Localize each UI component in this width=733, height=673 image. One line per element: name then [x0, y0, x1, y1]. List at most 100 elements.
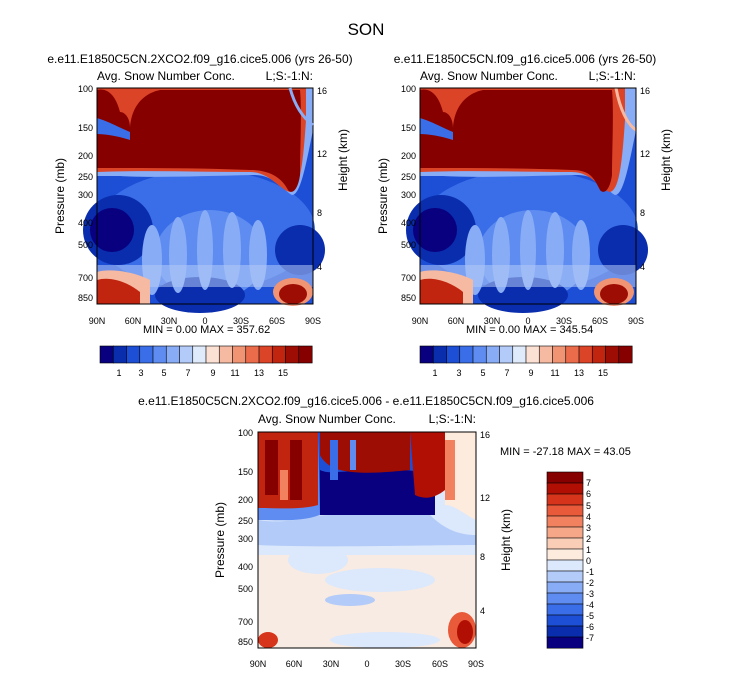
panel-1-ylabel: Pressure (mb)	[53, 158, 67, 234]
panel-1-y2label: Height (km)	[336, 129, 350, 191]
panel-2-y2-ticks: 16 12 8 4	[640, 86, 650, 272]
panel-1-upper-maximum	[97, 89, 301, 192]
panel-1-cbar-tick-5: 5	[161, 368, 166, 378]
panel-3-y2label: Height (km)	[499, 509, 513, 571]
panel-2-cbar-tick-9: 9	[528, 368, 533, 378]
panel-1-colorbar-swatch-14	[285, 345, 300, 364]
panel-1-y2tick-16: 16	[317, 86, 327, 96]
panel-2-xtick-90s: 90S	[628, 316, 644, 326]
panel-1-polar-gap	[97, 118, 130, 140]
panel-3-cbar-tick-m2: -2	[586, 578, 594, 588]
panel-3-tropical-stripe-2	[350, 440, 356, 470]
panel-3-colorbar-swatch-8	[546, 559, 584, 572]
panel-1-colorbar-swatch-13	[271, 345, 286, 364]
panel-3-cbar-tick-6: 6	[586, 489, 591, 499]
panel-3-x-ticks: 90N 60N 30N 0 30S 60S 90S	[250, 659, 484, 669]
panel-1-ytick-700: 700	[78, 273, 93, 283]
panel-2-colorbar-swatch-2	[446, 345, 461, 364]
panel-3-southern-positive	[410, 432, 445, 498]
panel-1-frame	[96, 87, 314, 305]
panel-3-colorbar-swatch-9	[546, 570, 584, 583]
panel-3-y2tick-16: 16	[480, 430, 490, 440]
panel-2-colorbar-swatch-11	[565, 345, 580, 364]
panel-3-ylabel: Pressure (mb)	[213, 502, 227, 578]
panel-1-units-label: L;S:-1:N:	[266, 69, 313, 83]
panel-3-ytick-400: 400	[238, 562, 253, 572]
panel-3-colorbar-swatch-15	[546, 636, 584, 649]
panel-3-colorbar-swatch-12	[546, 603, 584, 616]
panel-1-ytick-850: 850	[78, 293, 93, 303]
panel-3-title: e.e11.E1850C5CN.2XCO2.f09_g16.cice5.006 …	[138, 394, 594, 408]
panel-3-tropical-negative-core	[320, 470, 435, 515]
panel-2-xtick-30s: 30S	[556, 316, 572, 326]
panel-2-ytick-500: 500	[401, 240, 416, 250]
panel-1-colorbar-swatch-7	[192, 345, 207, 364]
panel-1-colorbar-swatch-5	[165, 345, 180, 364]
panel-3-frame	[257, 431, 477, 649]
panel-3-ytick-250: 250	[238, 516, 253, 526]
panel-2-boundary-layer	[420, 265, 636, 287]
panel-1-cbar-tick-7: 7	[185, 368, 190, 378]
panel-1-colorbar-swatch-3	[139, 345, 154, 364]
panel-3-colorbar-swatch-0	[546, 471, 584, 484]
panel-3-xtick-90s: 90S	[468, 659, 484, 669]
panel-1-right-edge-filament	[288, 87, 314, 127]
panel-3-xtick-eq: 0	[364, 659, 369, 669]
panel-3-xtick-60n: 60N	[286, 659, 303, 669]
panel-2-cbar-tick-1: 1	[432, 368, 437, 378]
panel-2-xtick-eq: 0	[525, 316, 530, 326]
panel-3-northern-core-1	[265, 440, 278, 495]
panel-3-cbar-tick-4: 4	[586, 512, 591, 522]
panel-3-cbar-tick-m1: -1	[586, 567, 594, 577]
panel-3-cbar-tick-1: 1	[586, 545, 591, 555]
panel-2-x-ticks: 90N 60N 30N 0 30S 60S 90S	[412, 316, 644, 326]
panel-1-colorbar-swatch-10	[232, 345, 247, 364]
panel-1-y2-ticks: 16 12 8 4	[317, 86, 327, 272]
panel-2-colorbar-swatch-7	[512, 345, 527, 364]
panel-1-colorbar-swatch-9	[218, 345, 233, 364]
panel-3-tropical-positive-top	[320, 432, 410, 473]
panel-2-frame	[419, 87, 637, 305]
panel-1-plot-area	[83, 87, 325, 313]
panel-3-ytick-500: 500	[238, 584, 253, 594]
panel-2-cbar-tick-15: 15	[598, 368, 608, 378]
panel-1-cbar-tick-11: 11	[230, 368, 239, 378]
panel-3-variable-label: Avg. Snow Number Conc.	[258, 412, 396, 426]
panel-1-xtick-90n: 90N	[89, 316, 106, 326]
panel-2-colorbar-swatch-9	[538, 345, 553, 364]
panel-3-xtick-60s: 60S	[432, 659, 448, 669]
panel-2-northern-core	[413, 208, 457, 252]
panel-1-cbar-tick-1: 1	[116, 368, 121, 378]
panel-2-plot-area	[406, 87, 648, 313]
panel-2-units-label: L;S:-1:N:	[589, 69, 636, 83]
panel-1-colorbar-swatch-15	[298, 345, 313, 364]
panel-1-northern-core	[90, 208, 134, 252]
panel-3-cbar-tick-5: 5	[586, 501, 591, 511]
panel-1-ytick-150: 150	[78, 123, 93, 133]
panel-3-xtick-30n: 30N	[323, 659, 340, 669]
panel-2-cbar-tick-3: 3	[456, 368, 461, 378]
panel-3-antarctic-surface-core	[457, 620, 473, 644]
panel-3-cbar-tick-m7: -7	[586, 633, 594, 643]
panel-1-arctic-surface-max	[97, 278, 140, 304]
panel-2-cbar-tick-5: 5	[480, 368, 485, 378]
panel-1-antarctic-surface-max	[279, 284, 307, 304]
panel-2-xtick-60n: 60N	[448, 316, 465, 326]
panel-2-cbar-tick-13: 13	[574, 368, 584, 378]
panel-3-stats: MIN = -27.18 MAX = 43.05	[500, 446, 631, 458]
panel-2-ytick-150: 150	[401, 123, 416, 133]
panel-1-ytick-100: 100	[78, 84, 93, 94]
panel-1-y2tick-12: 12	[317, 149, 327, 159]
panel-2-ytick-100: 100	[401, 84, 416, 94]
panel-2-title: e.e11.E1850C5CN.f09_g16.cice5.006 (yrs 2…	[394, 52, 657, 66]
panel-2-xtick-90n: 90N	[412, 316, 429, 326]
page-title: SON	[348, 20, 385, 39]
panel-1-boundary-layer	[97, 265, 313, 287]
panel-3-plot-area	[257, 431, 477, 649]
panel-3-y2tick-4: 4	[480, 606, 485, 616]
panel-2-colorbar-ticks: 1 3 5 7 9 11 13 15	[432, 368, 608, 378]
panel-3-cbar-tick-3: 3	[586, 523, 591, 533]
panel-2-y2tick-12: 12	[640, 149, 650, 159]
panel-2-colorbar-swatch-0	[419, 345, 434, 364]
panel-2-xtick-60s: 60S	[592, 316, 608, 326]
